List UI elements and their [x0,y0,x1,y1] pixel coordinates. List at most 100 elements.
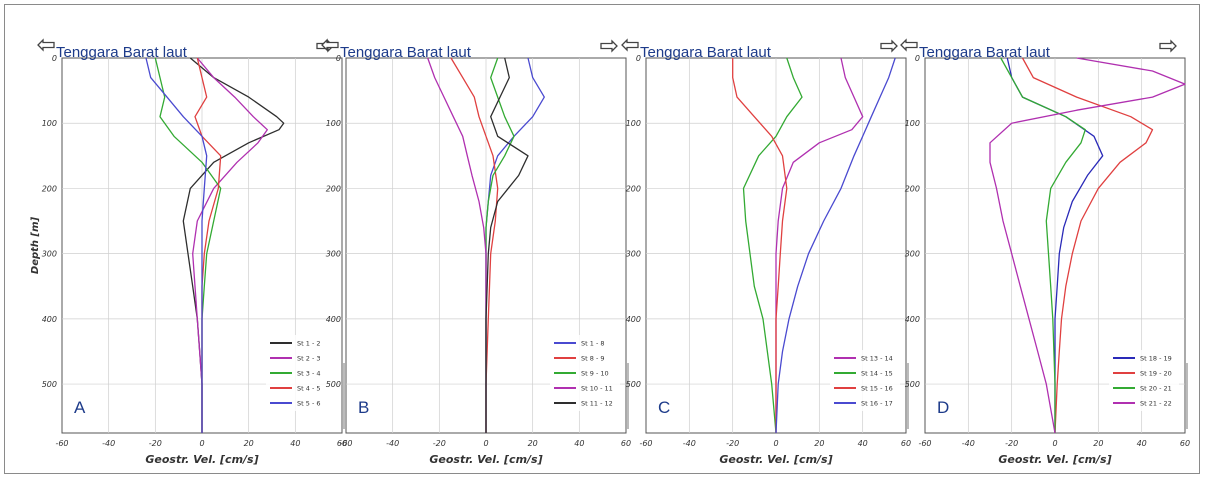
y-tick-label: 200 [905,184,920,193]
left-arrow-icon [321,38,339,52]
x-tick-label: -20 [726,439,739,448]
y-tick-label: 500 [905,380,920,389]
x-tick-label: -60 [55,439,68,448]
watermark-strip [1186,363,1188,429]
series-line-st11-to-12 [485,57,529,433]
panel-label: D [937,398,949,417]
y-tick-label: 100 [626,119,641,128]
legend-label: St 15 - 16 [861,385,893,393]
x-axis-label: Geostr. Vel. [cm/s] [998,453,1111,466]
x-tick-label: 40 [1137,439,1147,448]
y-tick-label: 200 [626,184,641,193]
legend-label: St 13 - 14 [861,355,893,363]
y-tick-label: 500 [42,380,57,389]
left-arrow-icon [621,38,639,52]
y-tick-label: 500 [326,380,341,389]
panel-header: Tenggara Barat laut [56,44,188,61]
y-tick-label: 300 [626,250,641,259]
watermark-strip [627,363,629,429]
x-tick-label: 60 [337,439,347,448]
x-tick-label: -60 [639,439,652,448]
legend-label: St 3 - 4 [297,370,321,378]
series-line-st15-to-16 [732,58,788,433]
x-tick-label: 0 [773,439,778,448]
panel-header: Tenggara Barat laut [340,44,472,61]
panel-a: -60 -40 -20 0 20 40 60 0 100 200 300 400 500 St 1 - 2… [30,38,347,466]
legend-label: St 5 - 6 [297,400,321,408]
series-line-st2-to-3 [192,57,268,433]
legend-label: St 19 - 20 [1140,370,1172,378]
x-tick-label: -60 [918,439,931,448]
panel-d: -60 -40 -20 0 20 40 60 0 100 200 300 400 500 St 18 - … [900,38,1190,466]
panel-label: B [358,398,369,417]
legend-label: St 1 - 2 [297,340,321,348]
x-tick-label: 40 [290,439,300,448]
y-tick-label: 400 [905,315,920,324]
watermark-strip [343,363,345,429]
right-arrow-icon [880,39,898,53]
y-tick-label: 400 [326,315,341,324]
y-tick-label: 400 [626,315,641,324]
x-tick-label: -40 [386,439,399,448]
panel-label: A [74,398,86,417]
y-tick-label: 100 [326,119,341,128]
y-tick-label: 300 [905,250,920,259]
y-axis-label: Depth [m] [30,216,41,274]
x-tick-label: 40 [574,439,584,448]
x-tick-label: -40 [962,439,975,448]
left-arrow-icon [37,38,55,52]
watermark-strip [907,363,909,429]
x-tick-label: 60 [1180,439,1190,448]
y-tick-label: 300 [42,250,57,259]
legend-label: St 14 - 15 [861,370,893,378]
series-line-st21-to-22 [989,57,1186,434]
y-tick-label: 400 [42,315,57,324]
y-tick-label: 100 [42,119,57,128]
series-line-st14-to-15 [742,57,803,434]
x-tick-label: 20 [244,439,254,448]
x-tick-label: 0 [483,439,488,448]
x-axis-label: Geostr. Vel. [cm/s] [719,453,832,466]
legend-label: St 20 - 21 [1140,385,1172,393]
legend-label: St 21 - 22 [1140,400,1172,408]
series-line-st19-to-20 [1021,57,1154,434]
right-arrow-icon [1159,39,1177,53]
x-tick-label: 40 [858,439,868,448]
series-line-st20-to-21 [1000,57,1086,433]
legend-label: St 8 - 9 [581,355,605,363]
y-tick-label: 0 [915,54,920,63]
x-tick-label: -20 [1005,439,1018,448]
x-axis-label: Geostr. Vel. [cm/s] [429,453,542,466]
panel-label: C [658,398,670,417]
x-axis-label: Geostr. Vel. [cm/s] [145,453,258,466]
legend-box [830,350,900,411]
right-arrow-icon [600,39,618,53]
y-tick-label: 300 [326,250,341,259]
legend-label: St 2 - 3 [297,355,321,363]
legend-label: St 10 - 11 [581,385,613,393]
x-tick-label: -40 [102,439,115,448]
y-tick-label: 0 [52,54,57,63]
y-tick-label: 0 [336,54,341,63]
y-tick-label: 0 [636,54,641,63]
panel-c: -60 -40 -20 0 20 40 60 0 100 200 300 400 500 St 13 - … [621,38,911,466]
x-tick-label: 20 [814,439,824,448]
x-tick-label: 20 [1093,439,1103,448]
y-tick-label: 200 [42,184,57,193]
x-tick-label: 0 [1052,439,1057,448]
panel-b: -60 -40 -20 0 20 40 60 0 100 200 300 400 500 St 1 - 8… [321,38,631,466]
legend-label: St 4 - 5 [297,385,321,393]
panel-header: Tenggara Barat laut [919,44,1051,61]
x-tick-label: -40 [683,439,696,448]
figure-frame: -60 -40 -20 0 20 40 60 0 100 200 300 400 500 St 1 - 2… [4,4,1200,474]
x-tick-label: 20 [528,439,538,448]
y-tick-label: 500 [626,380,641,389]
legend-label: St 16 - 17 [861,400,893,408]
x-tick-label: -20 [433,439,446,448]
legend-label: St 1 - 8 [581,340,605,348]
left-arrow-icon [900,38,918,52]
x-tick-label: -60 [339,439,352,448]
series-line-st5-to-6 [145,57,208,433]
y-tick-label: 200 [326,184,341,193]
